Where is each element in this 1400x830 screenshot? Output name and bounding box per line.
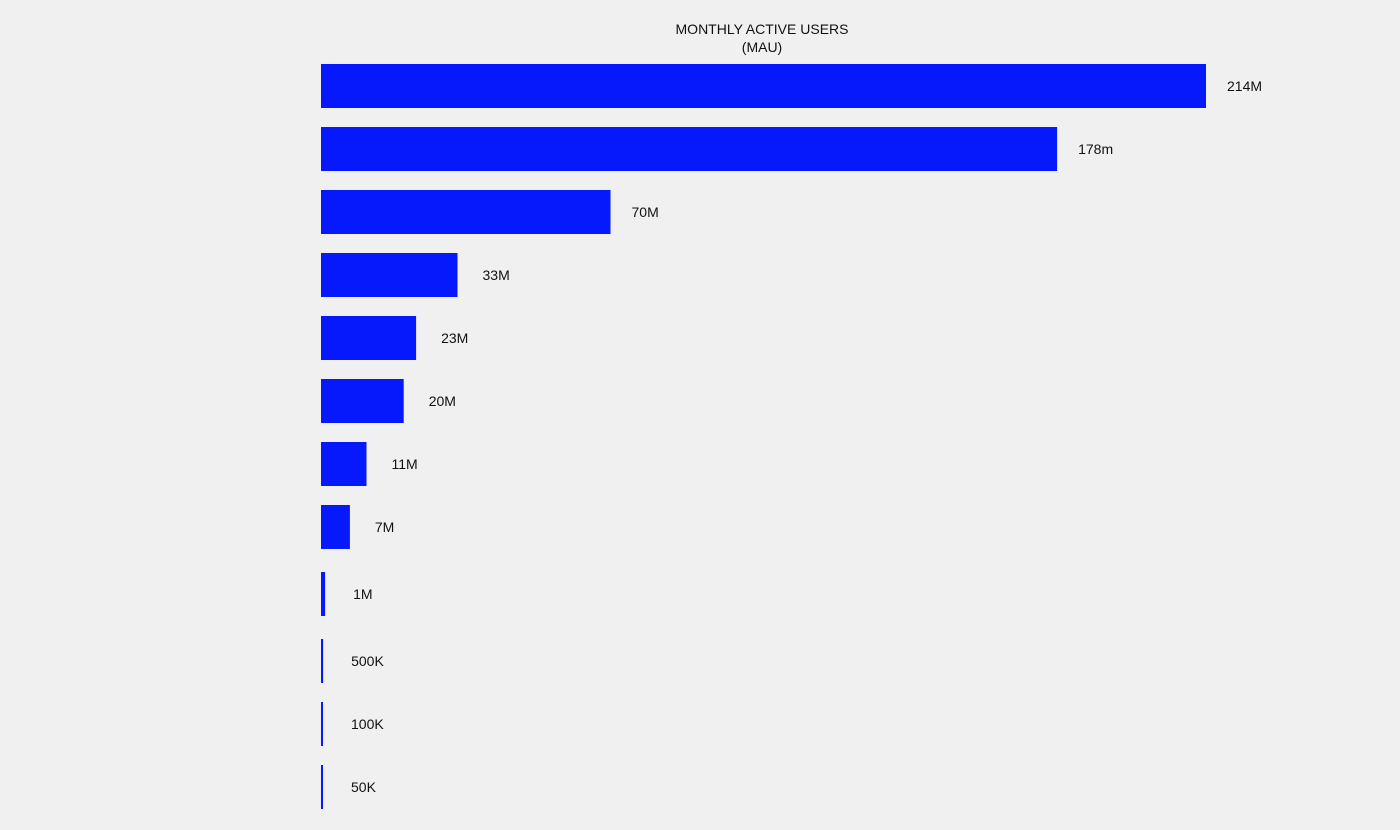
bar-9 — [321, 639, 324, 683]
bar-1 — [321, 127, 1058, 171]
bar-0 — [321, 64, 1206, 108]
chart-title: MONTHLY ACTIVE USERS — [675, 21, 849, 37]
bar-6 — [321, 442, 367, 486]
bar-value-label-5: 20M — [429, 393, 456, 409]
bar-value-label-4: 23M — [441, 330, 468, 346]
bar-11 — [321, 765, 323, 809]
bar-4 — [321, 316, 417, 360]
bar-3 — [321, 253, 458, 297]
bar-value-label-11: 50K — [351, 779, 377, 795]
bar-value-label-10: 100K — [351, 716, 384, 732]
bar-value-label-0: 214M — [1227, 78, 1262, 94]
bar-10 — [321, 702, 323, 746]
bar-8 — [321, 572, 326, 616]
bar-value-label-8: 1M — [353, 586, 372, 602]
bar-value-label-6: 11M — [392, 456, 418, 472]
bar-5 — [321, 379, 404, 423]
bar-value-label-9: 500K — [351, 653, 384, 669]
bar-value-label-3: 33M — [483, 267, 510, 283]
bar-value-label-1: 178m — [1078, 141, 1113, 157]
chart-subtitle: (MAU) — [741, 39, 783, 55]
bar-value-label-7: 7M — [375, 519, 394, 535]
bar-value-label-2: 70M — [632, 204, 659, 220]
bar-2 — [321, 190, 611, 234]
bar-7 — [321, 505, 350, 549]
